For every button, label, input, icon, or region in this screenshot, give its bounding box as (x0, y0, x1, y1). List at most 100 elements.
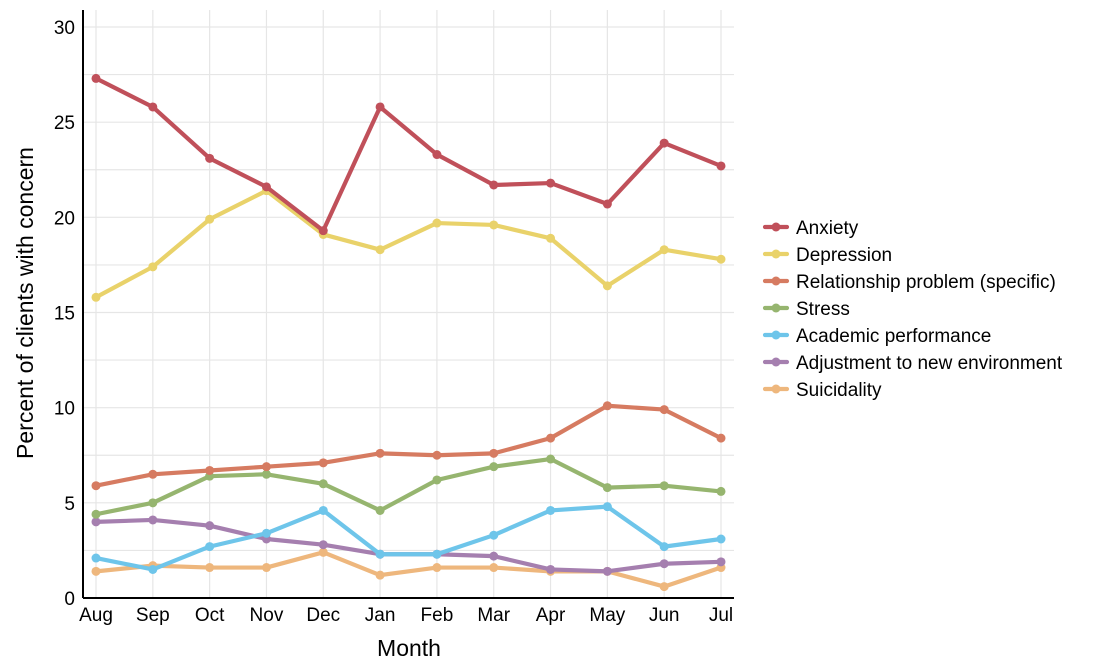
data-point (148, 564, 158, 574)
data-point (261, 462, 271, 472)
legend-item: Suicidality (762, 380, 882, 401)
data-point (546, 564, 556, 574)
data-point (375, 245, 385, 255)
legend-label: Relationship problem (specific) (796, 272, 1056, 293)
data-point (318, 226, 328, 236)
data-point (318, 540, 328, 550)
data-point (602, 483, 612, 493)
x-tick-label: Nov (250, 605, 284, 626)
series-line (93, 76, 724, 233)
legend-label: Anxiety (796, 218, 859, 239)
series-line (93, 188, 724, 300)
series-line (93, 504, 724, 572)
axes: 0 5 10 15 20 25 30 Aug Sep Oct Nov Dec Jan Feb Mar Apr M… (54, 10, 734, 626)
data-point (205, 563, 215, 573)
legend-marker (771, 276, 781, 286)
data-point (432, 475, 442, 485)
data-point (91, 553, 101, 563)
x-tick-label: Apr (536, 605, 566, 626)
data-point (318, 458, 328, 468)
x-tick-label: Jul (709, 605, 733, 626)
data-point (659, 405, 669, 415)
grid (83, 10, 734, 599)
data-point (489, 530, 499, 540)
x-tick-label: Aug (79, 605, 113, 626)
data-point (716, 161, 726, 171)
data-point (261, 563, 271, 573)
legend-marker (771, 384, 781, 394)
data-point (602, 199, 612, 209)
series-academic-performance (91, 502, 726, 574)
data-point (546, 433, 556, 443)
data-point (546, 178, 556, 188)
legend-item: Depression (762, 245, 892, 266)
legend-item: Adjustment to new environment (762, 353, 1063, 374)
data-point (205, 542, 215, 552)
series-relationship-problem-specific (91, 401, 726, 491)
data-point (91, 73, 101, 83)
data-point (602, 502, 612, 512)
data-point (148, 262, 158, 272)
data-point (432, 549, 442, 559)
data-point (602, 281, 612, 291)
x-axis-title: Month (377, 635, 441, 661)
x-tick-label: Feb (421, 605, 454, 626)
data-point (716, 534, 726, 544)
data-point (261, 182, 271, 192)
data-point (148, 469, 158, 479)
legend-label: Stress (796, 299, 850, 320)
data-point (205, 521, 215, 531)
data-point (546, 505, 556, 515)
data-point (432, 150, 442, 160)
data-point (489, 563, 499, 573)
legend-marker (771, 222, 781, 232)
x-tick-label: Jan (365, 605, 396, 626)
series-lines (91, 73, 726, 592)
series-depression (91, 186, 726, 302)
data-point (375, 102, 385, 112)
series-line (93, 517, 724, 574)
legend-marker (771, 249, 781, 259)
data-point (318, 547, 328, 557)
y-tick-label: 20 (54, 208, 75, 229)
data-point (716, 433, 726, 443)
data-point (91, 481, 101, 491)
legend-label: Depression (796, 245, 892, 266)
data-point (148, 102, 158, 112)
data-point (602, 401, 612, 411)
series-stress (91, 454, 726, 519)
y-tick-label: 25 (54, 113, 75, 134)
data-point (91, 517, 101, 527)
data-point (546, 454, 556, 464)
series-line (93, 550, 724, 589)
data-point (318, 479, 328, 489)
x-tick-label: Dec (306, 605, 340, 626)
y-tick-label: 15 (54, 304, 75, 325)
data-point (205, 153, 215, 163)
data-point (91, 566, 101, 576)
data-point (205, 465, 215, 475)
data-point (489, 462, 499, 472)
data-point (318, 505, 328, 515)
data-point (659, 542, 669, 552)
data-point (659, 481, 669, 491)
x-tick-label: Oct (195, 605, 225, 626)
data-point (489, 220, 499, 230)
y-axis-title: Percent of clients with concern (12, 147, 38, 459)
data-point (659, 245, 669, 255)
y-tick-label: 0 (64, 589, 75, 610)
data-point (716, 486, 726, 496)
legend-label: Adjustment to new environment (796, 353, 1063, 374)
data-point (489, 551, 499, 561)
data-point (91, 509, 101, 519)
data-point (375, 505, 385, 515)
series-line (93, 456, 724, 517)
data-point (659, 559, 669, 569)
data-point (489, 448, 499, 458)
y-tick-label: 30 (54, 18, 75, 39)
series-anxiety (91, 73, 726, 236)
data-point (91, 292, 101, 302)
legend-marker (771, 357, 781, 367)
legend-item: Relationship problem (specific) (762, 272, 1056, 293)
